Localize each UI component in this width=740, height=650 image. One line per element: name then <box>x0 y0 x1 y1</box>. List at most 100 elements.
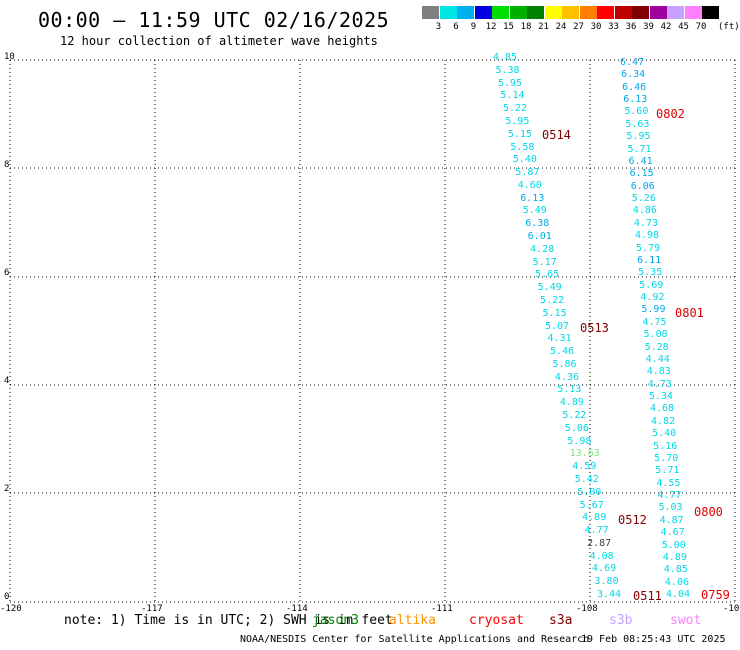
mission-label-s3b: s3b <box>609 613 633 628</box>
legend-swatch <box>562 6 579 19</box>
orbit-label: 0512 <box>618 513 647 527</box>
wave-height-value: 4.28 <box>530 243 555 255</box>
legend-swatch <box>702 6 719 19</box>
wave-height-value: 5.95 <box>626 131 651 143</box>
wave-height-value: 5.99 <box>641 304 666 316</box>
legend-swatch <box>649 6 667 19</box>
y-tick-label: 0 <box>4 592 10 602</box>
legend-label: 12 <box>485 22 497 32</box>
wave-height-value: 4.86 <box>632 205 657 217</box>
wave-height-value: 6.15 <box>629 168 654 180</box>
wave-height-value: 4.73 <box>633 217 658 229</box>
note-text: note: 1) Time is in UTC; 2) SWH is in fe… <box>64 613 393 628</box>
wave-height-value: 6.01 <box>527 231 552 242</box>
orbit-label: 0801 <box>675 306 704 320</box>
legend-label: 39 <box>643 22 654 32</box>
legend-swatch <box>439 6 457 19</box>
wave-height-value: 5.14 <box>500 90 525 102</box>
y-tick-label: 8 <box>4 160 10 170</box>
y-tick-label: 2 <box>4 484 10 494</box>
wave-height-value: 4.87 <box>659 514 684 526</box>
wave-height-value: 4.68 <box>649 403 675 415</box>
wave-height-value: 4.55 <box>656 477 681 489</box>
wave-height-value: 5.60 <box>624 106 649 118</box>
wave-height-value: 2.87 <box>587 537 612 549</box>
wave-height-value: 5.03 <box>658 502 683 514</box>
wave-height-value: 5.28 <box>644 341 669 353</box>
legend-label: 9 <box>470 22 477 32</box>
legend-swatch <box>684 6 702 19</box>
wave-height-value: 5.95 <box>505 115 530 127</box>
wave-height-value: 4.82 <box>651 415 676 427</box>
wave-height-value: 5.00 <box>661 539 686 551</box>
wave-height-value: 6.13 <box>623 94 648 106</box>
wave-height-value: 5.13 <box>557 384 582 396</box>
wave-height-value: 4.67 <box>660 527 685 539</box>
wave-height-value: 5.71 <box>655 465 680 477</box>
x-tick-label: -111 <box>431 604 453 614</box>
legend-swatch <box>579 6 597 19</box>
x-tick-label: -120 <box>0 604 22 614</box>
wave-height-value: 4.89 <box>662 551 687 563</box>
wave-height-value: 4.59 <box>572 461 597 473</box>
wave-height-value: 5.22 <box>502 103 527 115</box>
legend-swatch <box>667 6 684 19</box>
legend-swatch <box>544 6 562 19</box>
y-tick-label: 6 <box>4 268 10 278</box>
wave-height-value: 5.95 <box>497 77 523 89</box>
legend-label: 36 <box>625 22 637 32</box>
wave-height-value: 5.58 <box>510 141 535 153</box>
legend-swatch <box>457 6 474 19</box>
wave-height-value: 5.34 <box>648 391 673 403</box>
mission-label-jason3: jason3 <box>312 613 359 628</box>
timestamp-text: 19 Feb 08:25:43 UTC 2025 <box>581 634 726 645</box>
wave-height-value: 6.11 <box>637 254 662 266</box>
legend-swatch <box>509 6 527 19</box>
wave-height-value: 5.46 <box>549 346 575 358</box>
legend-unit: (ft) <box>718 22 740 32</box>
wave-height-value: 5.06 <box>564 422 589 434</box>
x-tick-label: -117 <box>141 604 163 614</box>
wave-height-value: 5.49 <box>522 205 547 217</box>
wave-height-value: 5.40 <box>512 154 537 166</box>
legend-swatch <box>527 6 544 19</box>
legend-label: 42 <box>660 22 672 32</box>
orbit-label: 0759 <box>701 588 730 602</box>
legend-label: 27 <box>573 22 584 32</box>
wave-height-value: 5.49 <box>537 282 562 294</box>
wave-height-value: 3.80 <box>594 576 619 588</box>
legend-swatch <box>632 6 649 19</box>
legend-swatch <box>614 6 632 19</box>
wave-height-value: 5.17 <box>532 256 557 268</box>
wave-height-value: 6.46 <box>622 81 647 93</box>
legend-swatch <box>422 6 439 19</box>
map-subtitle: 12 hour collection of altimeter wave hei… <box>60 34 378 48</box>
wave-height-value: 5.08 <box>643 329 668 341</box>
map-title: 00:00 – 11:59 UTC 02/16/2025 <box>38 8 390 32</box>
wave-height-value: 6.38 <box>525 218 550 230</box>
legend-label: 24 <box>555 22 567 32</box>
wave-height-value: 4.85 <box>663 564 688 576</box>
wave-height-value: 5.15 <box>507 128 532 140</box>
wave-height-value: 3.44 <box>597 589 622 600</box>
wave-height-value: 5.87 <box>515 167 540 179</box>
legend-label: 30 <box>590 22 602 32</box>
wave-height-value: 5.86 <box>552 358 577 370</box>
orbit-label: 0511 <box>633 589 662 603</box>
mission-label-s3a: s3a <box>549 613 573 628</box>
wave-height-value: 5.26 <box>631 193 656 205</box>
wave-height-value: 5.65 <box>535 269 560 281</box>
mission-label-cryosat: cryosat <box>469 613 524 628</box>
wave-height-value: 4.75 <box>642 316 667 328</box>
wave-height-value: 5.16 <box>653 440 678 452</box>
wave-height-value: 5.79 <box>636 242 661 254</box>
wave-height-value: 5.22 <box>562 410 587 421</box>
mission-label-swot: swot <box>670 613 702 628</box>
wave-height-value: 6.06 <box>630 180 655 192</box>
wave-height-value: 4.85 <box>493 52 518 63</box>
wave-height-value: 4.31 <box>547 333 572 345</box>
legend-label: 3 <box>435 22 442 32</box>
wave-height-value: 4.83 <box>646 366 671 378</box>
orbit-label: 0800 <box>694 505 723 519</box>
